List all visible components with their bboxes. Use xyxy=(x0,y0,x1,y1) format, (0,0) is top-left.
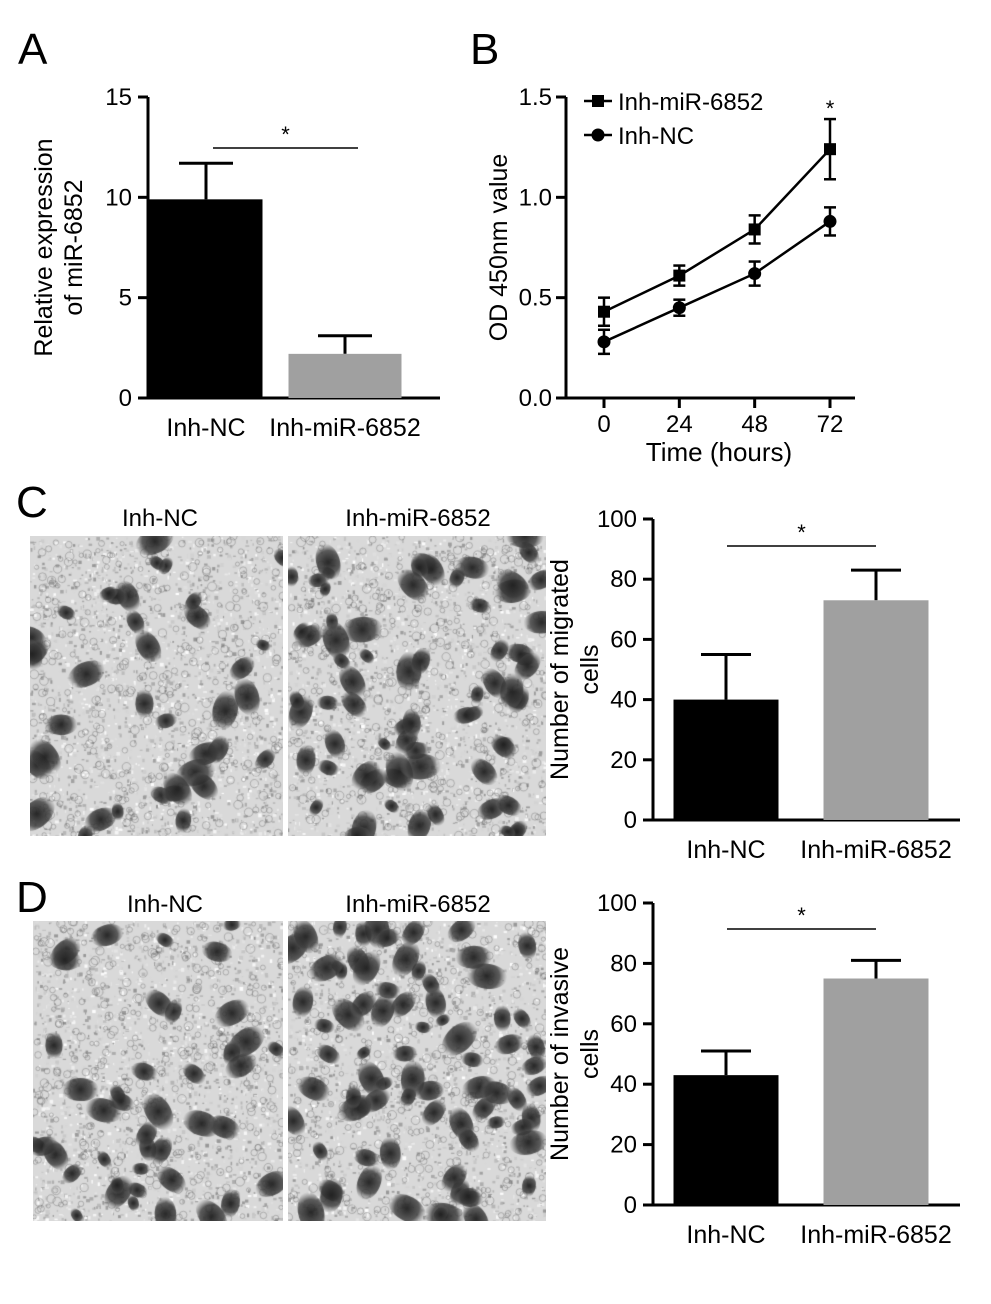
y-tick-label: 60 xyxy=(610,626,637,653)
y-tick-label: 100 xyxy=(597,506,637,533)
y-tick-label: 0 xyxy=(624,807,637,834)
panel-letter-c: C xyxy=(16,478,48,527)
y-tick-label: 40 xyxy=(610,1071,637,1098)
x-category-label: Inh-NC xyxy=(166,414,245,442)
data-point-square xyxy=(673,269,686,282)
y-axis-label: Number of migratedcells xyxy=(546,559,604,780)
significance-marker: * xyxy=(281,122,290,147)
panel-letter-d: D xyxy=(16,873,48,922)
data-point-square xyxy=(598,305,610,318)
y-tick-label: 20 xyxy=(610,747,637,774)
bar xyxy=(673,1075,779,1205)
micrograph-d-right-label: Inh-miR-6852 xyxy=(345,891,490,918)
y-axis-label-line: Number of migrated xyxy=(546,559,574,780)
y-axis-label-line: Number of invasive xyxy=(546,947,574,1161)
x-category-label: Inh-NC xyxy=(686,836,765,864)
panel-letter-b: B xyxy=(470,25,499,74)
y-tick-label: 10 xyxy=(105,184,132,211)
micrograph-c-left-label: Inh-NC xyxy=(122,505,198,532)
y-tick-label: 80 xyxy=(610,566,637,593)
y-axis-label: OD 450nm value xyxy=(485,154,513,342)
data-point-circle xyxy=(597,335,611,349)
micrograph-c-inh-nc xyxy=(30,536,283,836)
y-tick-label: 40 xyxy=(610,687,637,714)
bar xyxy=(823,978,929,1205)
data-point-circle xyxy=(748,267,762,281)
y-tick-label: 15 xyxy=(105,84,132,111)
y-axis-label-line: Relative expression xyxy=(30,138,58,356)
y-axis-label: Number of invasivecells xyxy=(546,947,604,1161)
y-tick-label: 0 xyxy=(119,385,132,412)
significance-marker: * xyxy=(797,520,806,545)
data-point-circle xyxy=(823,214,837,228)
significance-marker: * xyxy=(797,903,806,928)
bar xyxy=(288,353,402,398)
chart-d: 0 20 40 60 80 100 Inh-NC Inh-miR-6852 * Number of… xyxy=(546,890,960,1249)
y-tick-label: 1.0 xyxy=(519,184,552,211)
legend-marker-square xyxy=(592,95,604,107)
y-tick-label: 0.5 xyxy=(519,285,552,312)
data-point-circle xyxy=(672,301,686,315)
bar xyxy=(673,699,779,820)
bar xyxy=(149,199,263,398)
y-axis-label-line: cells xyxy=(576,644,604,694)
y-axis-label: Relative expressionof miR-6852 xyxy=(30,138,88,356)
x-tick-label: 72 xyxy=(817,411,844,438)
x-tick-label: 48 xyxy=(741,411,768,438)
series-line xyxy=(603,148,831,313)
x-category-label: Inh-miR-6852 xyxy=(800,1221,951,1249)
y-tick-label: 20 xyxy=(610,1132,637,1159)
micrograph-d-inh-mir-6852 xyxy=(288,921,546,1221)
bar xyxy=(823,600,929,820)
x-tick-label: 24 xyxy=(666,411,693,438)
chart-a: 0 5 10 15 Inh-NC Inh-miR-6852 * Relative expres… xyxy=(30,84,440,442)
y-tick-label: 60 xyxy=(610,1011,637,1038)
x-category-label: Inh-miR-6852 xyxy=(269,414,420,442)
y-tick-label: 80 xyxy=(610,950,637,977)
micrograph-d-left-label: Inh-NC xyxy=(127,891,203,918)
chart-c: 0 20 40 60 80 100 Inh-NC Inh-miR-6852 * Number of… xyxy=(546,506,960,864)
legend-label: Inh-miR-6852 xyxy=(618,89,763,116)
x-category-label: Inh-miR-6852 xyxy=(800,836,951,864)
y-tick-label: 0 xyxy=(624,1192,637,1219)
chart-b: 0.0 0.5 1.0 1.5 0 24 48 72 Time (hours) OD 450nm … xyxy=(485,84,855,467)
panel-letter-a: A xyxy=(18,25,48,74)
micrograph-c-inh-mir-6852 xyxy=(288,536,546,836)
y-tick-label: 5 xyxy=(119,285,132,312)
y-axis-label-line: cells xyxy=(576,1029,604,1079)
y-tick-label: 0.0 xyxy=(519,385,552,412)
micrograph-d-inh-nc xyxy=(33,921,283,1221)
x-tick-label: 0 xyxy=(597,411,610,438)
legend-label: Inh-NC xyxy=(618,123,694,150)
legend-marker-circle xyxy=(591,128,605,142)
x-axis-label: Time (hours) xyxy=(646,437,792,467)
micrograph-c-right-label: Inh-miR-6852 xyxy=(345,505,490,532)
y-tick-label: 100 xyxy=(597,890,637,917)
x-category-label: Inh-NC xyxy=(686,1221,765,1249)
data-point-square xyxy=(824,143,836,156)
data-point-square xyxy=(748,223,761,236)
significance-marker: * xyxy=(826,96,835,121)
series-line xyxy=(603,220,831,343)
y-tick-label: 1.5 xyxy=(519,84,552,111)
y-axis-label-line: of miR-6852 xyxy=(60,179,88,315)
